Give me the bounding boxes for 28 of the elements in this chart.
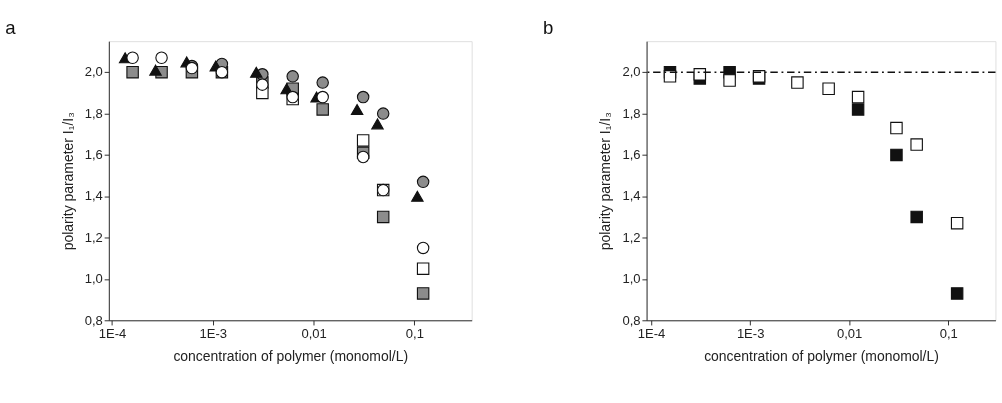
y-tick-label: 1,4 [622, 188, 641, 204]
y-axis-title: polarity parameter I₁/I₃ [59, 112, 76, 251]
x-axis-title: concentration of polymer (monomol/L) [704, 347, 939, 364]
x-tick-label: 1E-4 [637, 325, 666, 341]
y-tick-label: 1,8 [84, 105, 103, 121]
y-tick-label: 0,8 [622, 312, 641, 328]
x-tick-label: 0,1 [405, 325, 424, 341]
x-tick-label: 1E-3 [199, 325, 228, 341]
y-tick-label: 1,0 [622, 271, 641, 287]
x-tick-label: 1E-4 [98, 325, 127, 341]
y-tick-label: 2,0 [84, 64, 103, 80]
y-tick-label: 1,4 [84, 188, 103, 204]
y-tick-label: 1,0 [84, 271, 103, 287]
x-tick-label: 0,01 [837, 325, 863, 341]
y-tick-label: 1,2 [622, 229, 641, 245]
y-axis-title: polarity parameter I₁/I₃ [597, 112, 614, 251]
y-tick-label: 1,2 [84, 229, 103, 245]
x-axis-title: concentration of polymer (monomol/L) [173, 347, 409, 364]
y-tick-label: 1,6 [84, 147, 103, 163]
y-tick-label: 0,8 [84, 312, 103, 328]
x-tick-label: 0,1 [939, 325, 958, 341]
y-tick-label: 1,8 [622, 105, 641, 121]
chart-title: b [542, 16, 554, 38]
x-tick-label: 1E-3 [736, 325, 765, 341]
y-tick-label: 1,6 [622, 147, 641, 163]
x-tick-label: 0,01 [301, 325, 327, 341]
y-tick-label: 2,0 [622, 64, 641, 80]
chart-title: a [5, 16, 17, 38]
